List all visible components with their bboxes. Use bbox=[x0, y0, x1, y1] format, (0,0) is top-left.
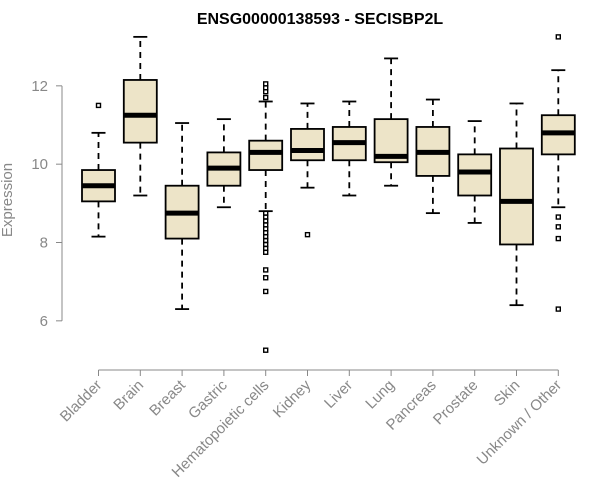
box-breast bbox=[164, 122, 200, 310]
y-tick-label: 10 bbox=[31, 156, 48, 173]
box-bladder bbox=[81, 102, 116, 238]
box-skin bbox=[499, 102, 534, 307]
x-tick-label: Lung bbox=[362, 377, 398, 413]
outlier-point bbox=[263, 275, 269, 281]
iqr-box bbox=[122, 79, 158, 144]
boxes bbox=[81, 34, 576, 353]
iqr-box bbox=[248, 139, 284, 171]
x-tick-label: Kidney bbox=[270, 376, 315, 421]
outlier-point bbox=[263, 210, 269, 216]
outlier-point bbox=[555, 224, 561, 230]
iqr-box bbox=[499, 147, 534, 246]
outlier-point bbox=[263, 81, 269, 87]
box-gastric bbox=[206, 118, 242, 209]
outlier-point bbox=[263, 288, 269, 295]
outlier-point bbox=[263, 94, 269, 101]
x-tick-label: Liver bbox=[321, 377, 356, 412]
x-tick-label: Skin bbox=[491, 377, 524, 410]
outlier-point bbox=[555, 214, 561, 220]
iqr-box bbox=[290, 128, 325, 162]
y-axis-label: Expression bbox=[0, 163, 16, 237]
y-axis: 6 8 10 12 bbox=[31, 78, 63, 330]
box-unknown-other bbox=[540, 34, 576, 312]
y-tick-label: 6 bbox=[40, 313, 48, 330]
y-tick-label: 12 bbox=[31, 78, 48, 95]
box-pancreas bbox=[415, 98, 451, 215]
outlier-point bbox=[555, 34, 561, 40]
box-kidney bbox=[290, 102, 325, 238]
outlier-point bbox=[263, 347, 269, 353]
outlier-point bbox=[263, 267, 269, 273]
x-tick-label: Bladder bbox=[57, 377, 106, 426]
outlier-point bbox=[95, 102, 102, 109]
box-lung bbox=[373, 57, 409, 187]
box-prostate bbox=[457, 120, 493, 224]
y-tick-label: 8 bbox=[40, 235, 48, 252]
outlier-point bbox=[555, 235, 561, 242]
x-tick-label: Brain bbox=[110, 377, 147, 414]
outlier-point bbox=[304, 231, 311, 238]
outlier-point bbox=[555, 306, 561, 312]
box-hematopoietic-cells bbox=[248, 81, 284, 353]
x-tick-label: Breast bbox=[146, 376, 189, 419]
x-tick-label: Prostate bbox=[430, 377, 482, 429]
iqr-box bbox=[457, 153, 493, 197]
box-brain bbox=[122, 35, 158, 197]
chart-title: ENSG00000138593 - SECISBP2L bbox=[197, 11, 444, 28]
box-liver bbox=[331, 100, 367, 197]
